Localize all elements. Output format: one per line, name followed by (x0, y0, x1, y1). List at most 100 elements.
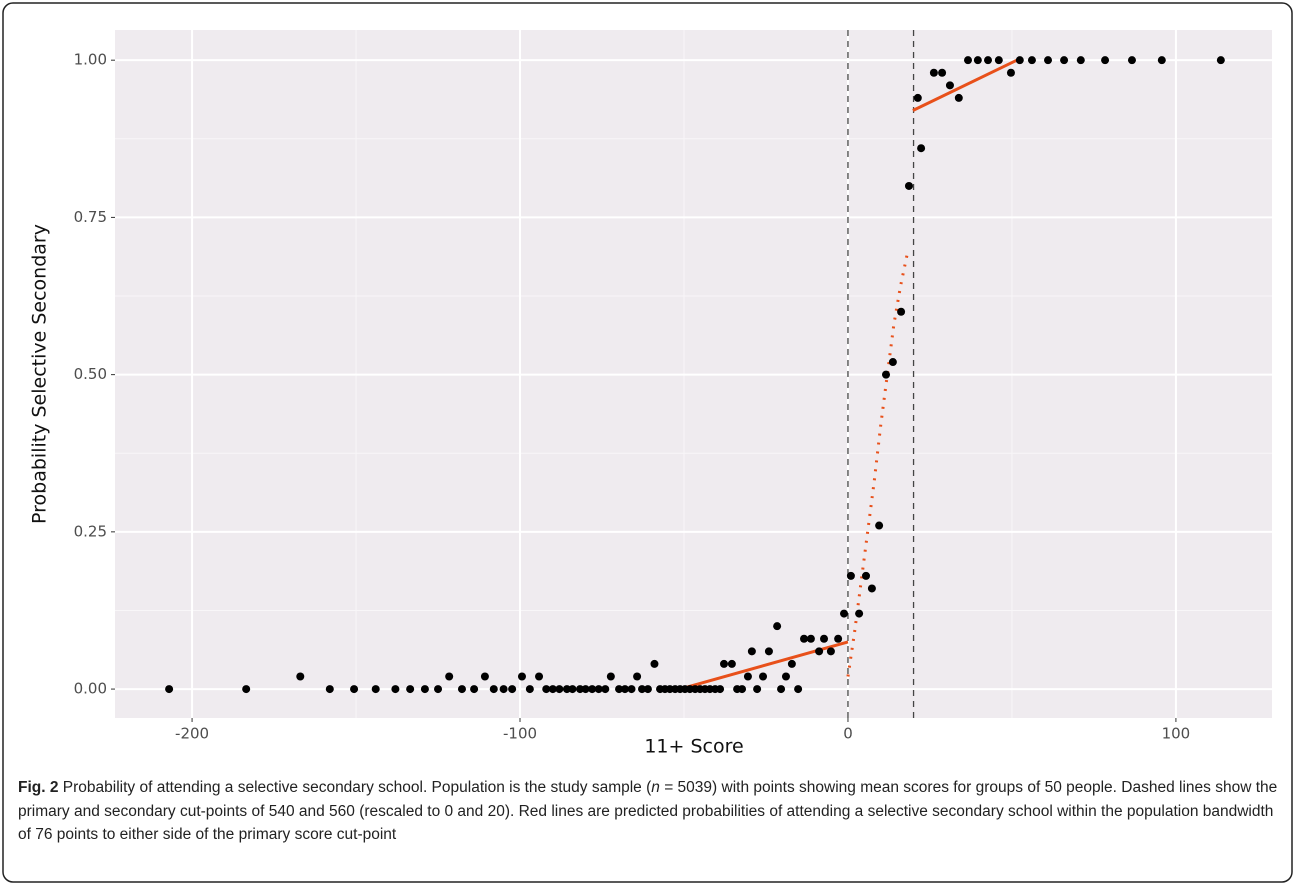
data-point (1006, 68, 1015, 77)
data-point (983, 56, 992, 65)
data-point (806, 634, 815, 643)
data-point (406, 685, 415, 694)
x-tick-label: 100 (1162, 725, 1191, 743)
data-point (777, 685, 786, 694)
fit-line (912, 58, 1018, 112)
data-point (296, 672, 305, 681)
data-point (747, 647, 756, 656)
data-point (929, 68, 938, 77)
data-point (834, 634, 843, 643)
data-point (548, 685, 557, 694)
data-point (719, 659, 728, 668)
data-point (1127, 56, 1136, 65)
data-point (620, 685, 629, 694)
data-point (759, 672, 768, 681)
data-point (1101, 56, 1110, 65)
data-point (773, 622, 782, 631)
data-point (1076, 56, 1085, 65)
data-point (638, 685, 647, 694)
data-point (945, 81, 954, 90)
data-point (781, 672, 790, 681)
data-point (787, 659, 796, 668)
data-point (588, 685, 597, 694)
data-point (606, 672, 615, 681)
data-point (753, 685, 762, 694)
x-tick-label: -200 (175, 725, 209, 743)
data-point (938, 68, 947, 77)
data-point (716, 685, 725, 694)
data-point (535, 672, 544, 681)
data-point (743, 672, 752, 681)
data-point (815, 647, 824, 656)
data-point (826, 647, 835, 656)
data-point (1044, 56, 1053, 65)
data-point (562, 685, 571, 694)
data-point (542, 685, 551, 694)
data-point (499, 685, 508, 694)
data-point (457, 685, 466, 694)
data-point (489, 685, 498, 694)
x-tick-label: 0 (843, 725, 853, 743)
data-point (434, 685, 443, 694)
fit-line (846, 254, 909, 677)
data-point (576, 685, 585, 694)
data-point (800, 634, 809, 643)
caption-text: n (651, 779, 660, 796)
data-point (913, 93, 922, 102)
data-point (325, 685, 334, 694)
y-tick-label: 0.50 (74, 365, 107, 383)
data-point (391, 685, 400, 694)
data-point (525, 685, 534, 694)
data-point (470, 685, 479, 694)
data-point (862, 571, 871, 580)
data-point (508, 685, 517, 694)
data-point (727, 659, 736, 668)
data-point (350, 685, 359, 694)
data-point (420, 685, 429, 694)
data-point (165, 685, 174, 694)
y-tick-label: 0.75 (74, 208, 107, 226)
data-point (855, 609, 864, 618)
data-point (882, 370, 891, 379)
data-point (738, 685, 747, 694)
data-point (594, 685, 603, 694)
data-point (371, 685, 380, 694)
data-point (1027, 56, 1036, 65)
data-point (1157, 56, 1166, 65)
data-point (581, 685, 590, 694)
data-point (1216, 56, 1225, 65)
data-point (633, 672, 642, 681)
data-point (794, 685, 803, 694)
caption-text: Probability of attending a selective sec… (58, 779, 652, 796)
caption: Fig. 2 Probability of attending a select… (18, 776, 1280, 847)
y-tick-label: 0.25 (74, 522, 107, 540)
data-point (840, 609, 849, 618)
y-axis-title: Probability Selective Secondary (29, 224, 51, 524)
data-point (517, 672, 526, 681)
data-point (875, 521, 884, 530)
data-point (973, 56, 982, 65)
y-tick-label: 1.00 (74, 51, 107, 69)
data-point (888, 358, 897, 367)
data-point (627, 685, 636, 694)
data-point (1015, 56, 1024, 65)
data-point (480, 672, 489, 681)
data-point (643, 685, 652, 694)
data-point (242, 685, 251, 694)
data-point (601, 685, 610, 694)
y-tick-label: 0.00 (74, 680, 107, 698)
data-point (846, 571, 855, 580)
data-point (994, 56, 1003, 65)
data-point (1060, 56, 1069, 65)
data-point (820, 634, 829, 643)
data-point (963, 56, 972, 65)
caption-label: Fig. 2 (18, 779, 59, 796)
x-axis-title: 11+ Score (644, 736, 743, 758)
data-point (650, 659, 659, 668)
data-point (445, 672, 454, 681)
data-point (764, 647, 773, 656)
data-point (615, 685, 624, 694)
